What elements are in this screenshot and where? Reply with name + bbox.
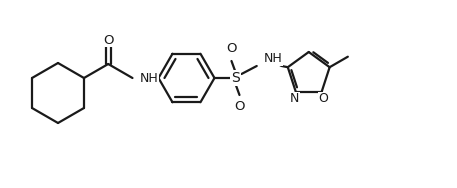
Text: O: O (103, 34, 113, 47)
Text: NH: NH (264, 52, 282, 65)
Text: O: O (226, 42, 237, 55)
Text: NH: NH (139, 73, 158, 86)
Text: N: N (290, 92, 299, 105)
Text: S: S (231, 71, 240, 85)
Text: O: O (319, 92, 329, 105)
Text: O: O (234, 101, 245, 114)
